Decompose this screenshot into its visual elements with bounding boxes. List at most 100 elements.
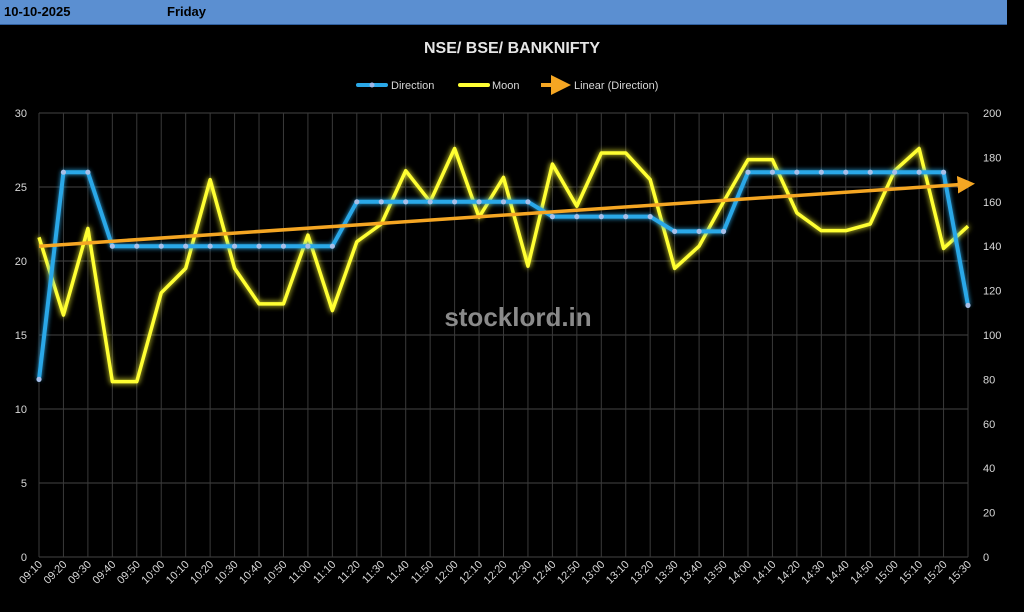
x-axis: 09:1009:2009:3009:4009:5010:0010:1010:20… (17, 559, 974, 587)
x-tick-label: 13:00 (579, 559, 607, 587)
x-tick-label: 11:50 (409, 559, 436, 586)
y-right-tick-label: 20 (983, 508, 995, 520)
data-point-direction (500, 199, 507, 205)
chart-svg: NSE/ BSE/ BANKNIFTY Direction Moon Linea… (15, 40, 1002, 587)
data-point-direction (647, 214, 653, 220)
y-right-tick-label: 160 (983, 197, 1001, 209)
data-point-direction (378, 199, 384, 205)
x-tick-label: 13:20 (628, 559, 656, 587)
data-point-direction (525, 199, 531, 205)
y-axis-right: 0 20 40 60 80 100 120 140 160 180 200 (983, 108, 1001, 564)
data-point-direction (256, 243, 262, 249)
x-tick-label: 14:40 (824, 559, 852, 587)
date-label: 10-10-2025 (4, 4, 71, 19)
data-point-direction (329, 243, 335, 249)
data-point-direction (36, 376, 42, 382)
y-right-tick-label: 40 (983, 463, 995, 475)
data-point-direction (354, 199, 360, 205)
legend-item-moon: Moon (458, 80, 520, 92)
legend-label-trend: Linear (Direction) (574, 80, 658, 92)
data-point-direction (574, 214, 580, 220)
trendline (38, 176, 975, 248)
data-point-direction (231, 243, 238, 249)
data-point-direction (598, 214, 604, 220)
x-tick-label: 14:50 (848, 559, 876, 587)
x-tick-label: 14:30 (799, 559, 827, 587)
data-point-direction (476, 199, 482, 205)
x-tick-label: 10:50 (262, 559, 290, 587)
data-point-direction (672, 228, 678, 234)
data-point-direction (207, 243, 213, 249)
data-point-direction (867, 169, 873, 175)
x-tick-label: 12:20 (482, 559, 510, 587)
x-tick-label: 12:30 (506, 559, 534, 587)
data-point-direction (623, 214, 629, 220)
y-right-tick-label: 200 (983, 108, 1001, 120)
data-point-direction (158, 243, 164, 249)
series-line-moon (37, 146, 970, 384)
y-left-tick-label: 0 (21, 552, 27, 564)
y-axis-left: 0 5 10 15 20 25 30 (15, 108, 27, 564)
x-tick-label: 15:30 (946, 559, 974, 587)
data-point-direction (403, 199, 409, 205)
data-point-direction (818, 169, 824, 175)
data-point-direction (85, 169, 91, 175)
day-label: Friday (167, 4, 207, 19)
x-tick-label: 13:30 (653, 559, 681, 587)
x-tick-label: 13:50 (702, 559, 730, 587)
x-tick-label: 11:10 (311, 559, 338, 586)
x-tick-label: 13:40 (677, 559, 705, 587)
watermark: stocklord.in (444, 302, 591, 332)
y-left-tick-label: 10 (15, 404, 27, 416)
x-tick-label: 15:00 (873, 559, 901, 587)
y-right-tick-label: 80 (983, 374, 995, 386)
x-tick-label: 10:30 (213, 559, 241, 587)
x-tick-label: 14:00 (726, 559, 754, 587)
x-tick-label: 11:20 (336, 559, 363, 586)
legend-label-moon: Moon (492, 80, 520, 92)
data-point-direction (427, 199, 433, 205)
x-tick-label: 09:40 (91, 559, 119, 587)
data-point-direction (60, 169, 67, 175)
x-tick-label: 10:40 (237, 559, 265, 587)
y-left-tick-label: 5 (21, 478, 27, 490)
y-left-tick-label: 25 (15, 182, 27, 194)
x-tick-label: 14:10 (751, 559, 779, 587)
x-tick-label: 12:40 (531, 559, 559, 587)
legend-item-direction: Direction (356, 80, 434, 92)
x-tick-label: 11:30 (360, 559, 387, 586)
x-tick-label: 15:20 (922, 559, 950, 587)
x-tick-label: 12:10 (457, 559, 485, 587)
x-tick-label: 15:10 (897, 559, 925, 587)
y-right-tick-label: 140 (983, 241, 1001, 253)
data-point-direction (183, 243, 189, 249)
data-point-direction (745, 169, 751, 175)
legend-label-direction: Direction (391, 80, 434, 92)
data-point-direction (696, 228, 702, 234)
y-left-tick-label: 15 (15, 330, 27, 342)
data-point-direction (892, 169, 898, 175)
x-tick-label: 14:20 (775, 559, 803, 587)
x-tick-label: 10:00 (139, 559, 167, 587)
x-tick-label: 13:10 (604, 559, 632, 587)
y-right-tick-label: 120 (983, 286, 1001, 298)
trendline-direction (38, 176, 975, 248)
data-point-direction (769, 169, 776, 175)
data-point-direction (720, 228, 727, 234)
data-point-direction (916, 169, 922, 175)
header-bar: 10-10-2025 Friday (0, 0, 1007, 25)
y-right-tick-label: 100 (983, 330, 1001, 342)
data-point-direction (965, 302, 971, 308)
data-point-direction (109, 243, 115, 249)
y-right-tick-label: 0 (983, 552, 989, 564)
data-point-direction (794, 169, 800, 175)
series-direction (36, 169, 971, 382)
legend-item-trend: Linear (Direction) (541, 75, 658, 95)
x-tick-label: 10:10 (164, 559, 192, 587)
legend: Direction Moon Linear (Direction) (356, 75, 658, 95)
x-tick-label: 09:30 (66, 559, 94, 587)
y-right-tick-label: 180 (983, 152, 1001, 164)
x-tick-label: 11:00 (287, 559, 314, 586)
data-point-direction (940, 169, 947, 175)
data-point-direction (305, 243, 311, 249)
